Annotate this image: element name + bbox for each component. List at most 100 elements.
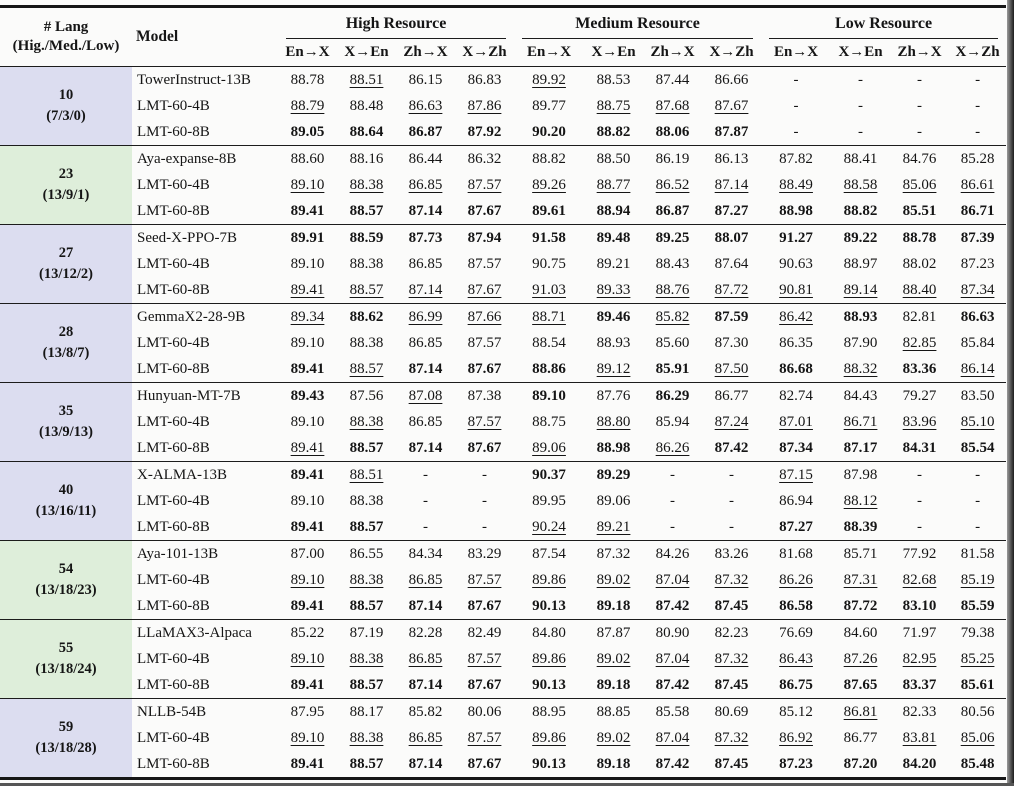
table-row: LMT-60-8B 89.41 88.57 87.14 87.67 90.13 89.18 8… xyxy=(0,672,1006,699)
table-row: LMT-60-8B 89.05 88.64 86.87 87.92 90.20 88.82 8… xyxy=(0,119,1006,146)
score-cell: 83.36 xyxy=(902,360,937,377)
direction-header: En→X xyxy=(526,44,572,60)
score-cell: 90.24 xyxy=(532,518,566,535)
score-cell: 88.76 xyxy=(655,281,690,298)
score-cell: 89.10 xyxy=(290,176,325,193)
direction-header: X→Zh xyxy=(709,44,754,60)
score-cell: - xyxy=(975,71,981,88)
score-cell: 87.23 xyxy=(779,755,813,772)
table-row: 10 (7/3/0) TowerInstruct-13B 88.78 88.51 86.1… xyxy=(0,66,1006,146)
score-cell: 85.54 xyxy=(960,439,995,456)
score-cell: 87.66 xyxy=(467,308,502,325)
score-cell: 85.91 xyxy=(655,360,690,377)
score-cell: 87.34 xyxy=(960,281,995,298)
score-cell: 88.06 xyxy=(655,123,690,140)
score-cell: - xyxy=(917,492,923,509)
score-cell: 87.72 xyxy=(843,597,878,614)
score-cell: 84.60 xyxy=(843,624,878,641)
score-cell: 89.95 xyxy=(532,492,566,509)
score-cell: 86.85 xyxy=(408,729,443,746)
score-cell: - xyxy=(858,71,864,88)
score-cell: 90.63 xyxy=(779,255,813,272)
score-cell: 88.38 xyxy=(349,650,384,667)
score-cell: 87.30 xyxy=(714,334,749,351)
model-name: Aya-101-13B xyxy=(137,545,219,562)
score-cell: 90.13 xyxy=(532,755,566,772)
score-cell: 87.82 xyxy=(779,150,813,167)
score-cell: 85.22 xyxy=(290,624,325,641)
table-row: LMT-60-4B 89.10 88.38 86.85 87.57 88.54 88.93 8… xyxy=(0,330,1006,356)
model-name: LMT-60-4B xyxy=(137,255,210,272)
score-cell: 81.68 xyxy=(779,545,813,562)
lang-cell: 23 (13/9/1) xyxy=(0,145,132,225)
score-cell: 87.38 xyxy=(467,387,502,404)
score-cell: 88.50 xyxy=(596,150,631,167)
score-cell: 87.67 xyxy=(467,597,502,614)
lang-group-28: 28 (13/8/7) GemmaX2-28-9B 89.34 88.62 86.99 87… xyxy=(0,303,1007,383)
score-cell: 84.20 xyxy=(902,755,937,772)
score-cell: 89.02 xyxy=(596,571,631,588)
score-cell: 89.26 xyxy=(532,176,566,193)
lang-count: 28 xyxy=(58,323,74,340)
lang-split: (13/18/28) xyxy=(35,740,97,756)
score-cell: 89.77 xyxy=(532,97,566,114)
score-cell: 89.10 xyxy=(290,255,325,272)
table-row: LMT-60-8B 89.41 88.57 87.14 87.67 89.61 88.94 8… xyxy=(0,198,1006,225)
table-row: LMT-60-8B 89.41 88.57 87.14 87.67 88.86 89.12 8… xyxy=(0,356,1006,383)
score-cell: 87.56 xyxy=(349,387,384,404)
table-row: 54 (13/18/23) Aya-101-13B 87.00 86.55 84.34 83… xyxy=(0,540,1006,620)
lang-cell: 59 (13/18/28) xyxy=(0,698,132,779)
score-cell: 82.85 xyxy=(902,334,937,351)
score-cell: 89.34 xyxy=(290,308,325,325)
table-row: LMT-60-8B 89.41 88.57 87.14 87.67 90.13 89.18 8… xyxy=(0,751,1006,779)
score-cell: 88.71 xyxy=(532,308,566,325)
score-cell: 88.41 xyxy=(843,150,878,167)
direction-header: En→X xyxy=(773,44,819,60)
model-name: LMT-60-4B xyxy=(137,571,210,588)
score-cell: 88.78 xyxy=(290,71,325,88)
score-cell: 86.13 xyxy=(714,150,749,167)
results-table: # Lang (Hig./Med./Low) Model High Resour… xyxy=(0,5,1007,780)
score-cell: 89.41 xyxy=(290,281,325,298)
score-cell: 89.41 xyxy=(290,676,325,693)
score-cell: 87.67 xyxy=(467,281,502,298)
score-cell: 88.38 xyxy=(349,413,384,430)
score-cell: 86.29 xyxy=(655,387,690,404)
score-cell: 88.77 xyxy=(596,176,631,193)
score-cell: 87.14 xyxy=(408,597,443,614)
score-cell: 88.98 xyxy=(596,439,631,456)
score-cell: 89.46 xyxy=(596,308,631,325)
direction-header: Zh→X xyxy=(897,44,942,60)
lang-split: (13/18/23) xyxy=(35,582,97,598)
score-cell: 88.43 xyxy=(655,255,690,272)
score-cell: 82.23 xyxy=(714,624,749,641)
score-cell: 87.73 xyxy=(408,229,443,246)
score-cell: 88.49 xyxy=(779,176,813,193)
score-cell: 86.61 xyxy=(960,176,995,193)
score-cell: 87.27 xyxy=(714,202,749,219)
score-cell: 87.45 xyxy=(714,755,749,772)
score-cell: 88.53 xyxy=(596,71,631,88)
lang-header-line2: (Hig./Med./Low) xyxy=(12,38,120,54)
lang-cell: 55 (13/18/24) xyxy=(0,619,132,699)
score-cell: - xyxy=(917,466,923,483)
score-cell: 79.38 xyxy=(960,624,995,641)
score-cell: 86.55 xyxy=(349,545,384,562)
score-cell: - xyxy=(729,518,735,535)
score-cell: - xyxy=(975,97,981,114)
score-cell: 87.95 xyxy=(290,703,325,720)
score-cell: 89.41 xyxy=(290,755,325,772)
score-cell: 88.95 xyxy=(532,703,566,720)
score-cell: 88.97 xyxy=(843,255,878,272)
group-header-high: High Resource xyxy=(278,7,514,39)
model-name: Aya-expanse-8B xyxy=(137,150,237,167)
score-cell: 82.68 xyxy=(902,571,937,588)
score-cell: 86.92 xyxy=(779,729,813,746)
score-cell: 88.48 xyxy=(349,97,384,114)
score-cell: 88.58 xyxy=(843,176,878,193)
score-cell: 86.75 xyxy=(779,676,813,693)
score-cell: 87.39 xyxy=(960,229,995,246)
score-cell: 87.26 xyxy=(843,650,878,667)
score-cell: 89.86 xyxy=(532,729,566,746)
score-cell: 88.62 xyxy=(349,308,384,325)
